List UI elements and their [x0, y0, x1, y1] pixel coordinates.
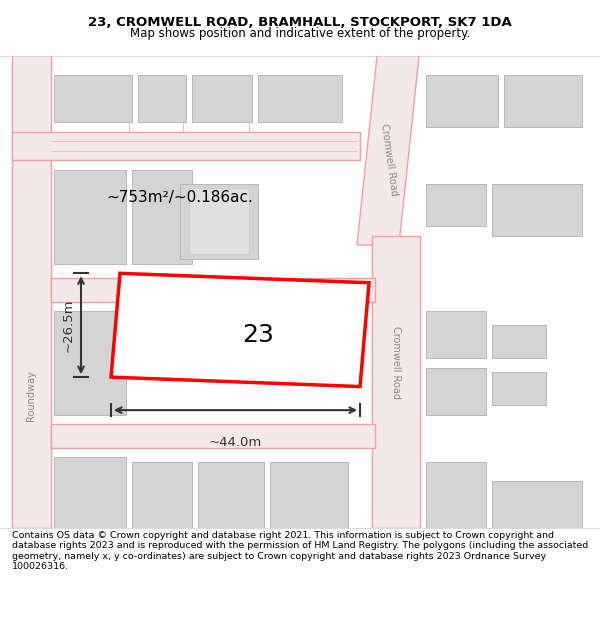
Polygon shape: [426, 75, 498, 127]
Text: ~26.5m: ~26.5m: [62, 299, 75, 352]
Text: Contains OS data © Crown copyright and database right 2021. This information is : Contains OS data © Crown copyright and d…: [12, 531, 588, 571]
Text: ~753m²/~0.186ac.: ~753m²/~0.186ac.: [107, 190, 253, 205]
Polygon shape: [426, 462, 486, 528]
Polygon shape: [426, 368, 486, 415]
Text: 23: 23: [242, 322, 274, 347]
Polygon shape: [180, 184, 258, 259]
Text: Map shows position and indicative extent of the property.: Map shows position and indicative extent…: [130, 28, 470, 41]
Text: Roundway: Roundway: [26, 371, 36, 421]
Polygon shape: [54, 311, 126, 415]
Polygon shape: [198, 462, 264, 528]
Polygon shape: [426, 311, 486, 358]
Polygon shape: [426, 184, 486, 226]
Polygon shape: [258, 75, 342, 122]
Polygon shape: [492, 325, 546, 358]
Polygon shape: [12, 47, 51, 528]
Polygon shape: [132, 169, 192, 264]
Polygon shape: [192, 75, 252, 122]
Polygon shape: [372, 236, 420, 528]
Polygon shape: [111, 273, 369, 386]
Polygon shape: [492, 184, 582, 236]
Polygon shape: [189, 188, 249, 254]
Text: ~44.0m: ~44.0m: [209, 436, 262, 449]
Polygon shape: [54, 169, 126, 264]
Polygon shape: [51, 278, 375, 302]
Text: Cromwell Road: Cromwell Road: [379, 123, 399, 197]
Polygon shape: [138, 75, 186, 122]
Polygon shape: [492, 372, 546, 406]
Polygon shape: [54, 75, 132, 122]
Polygon shape: [492, 481, 582, 528]
Polygon shape: [54, 458, 126, 528]
Polygon shape: [270, 462, 348, 528]
Polygon shape: [132, 462, 192, 528]
Polygon shape: [357, 47, 420, 245]
Text: Cromwell Road: Cromwell Road: [391, 326, 401, 399]
Text: 23, CROMWELL ROAD, BRAMHALL, STOCKPORT, SK7 1DA: 23, CROMWELL ROAD, BRAMHALL, STOCKPORT, …: [88, 16, 512, 29]
Polygon shape: [51, 424, 375, 448]
Polygon shape: [504, 75, 582, 127]
Polygon shape: [12, 132, 360, 160]
